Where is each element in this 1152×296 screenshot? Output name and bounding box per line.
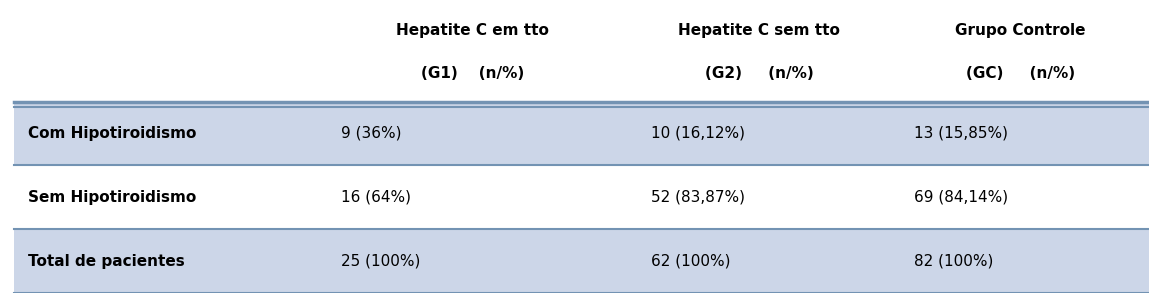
Text: 62 (100%): 62 (100%) (651, 254, 730, 269)
Text: Hepatite C sem tto: Hepatite C sem tto (679, 23, 840, 38)
Text: Total de pacientes: Total de pacientes (28, 254, 184, 269)
Text: 69 (84,14%): 69 (84,14%) (915, 190, 1008, 205)
Text: Grupo Controle: Grupo Controle (955, 23, 1085, 38)
Text: (G1)    (n/%): (G1) (n/%) (422, 66, 524, 81)
Text: Com Hipotiroidismo: Com Hipotiroidismo (28, 126, 196, 141)
Text: Hepatite C em tto: Hepatite C em tto (396, 23, 550, 38)
Text: (G2)     (n/%): (G2) (n/%) (705, 66, 813, 81)
FancyBboxPatch shape (14, 3, 1150, 102)
Text: 13 (15,85%): 13 (15,85%) (915, 126, 1008, 141)
Text: 16 (64%): 16 (64%) (341, 190, 411, 205)
Text: 9 (36%): 9 (36%) (341, 126, 402, 141)
FancyBboxPatch shape (14, 102, 1150, 165)
Text: Sem Hipotiroidismo: Sem Hipotiroidismo (28, 190, 196, 205)
Text: 10 (16,12%): 10 (16,12%) (651, 126, 744, 141)
FancyBboxPatch shape (14, 165, 1150, 229)
Text: (GC)     (n/%): (GC) (n/%) (965, 66, 1075, 81)
FancyBboxPatch shape (14, 229, 1150, 293)
Text: 25 (100%): 25 (100%) (341, 254, 420, 269)
Text: 52 (83,87%): 52 (83,87%) (651, 190, 744, 205)
Text: 82 (100%): 82 (100%) (915, 254, 993, 269)
